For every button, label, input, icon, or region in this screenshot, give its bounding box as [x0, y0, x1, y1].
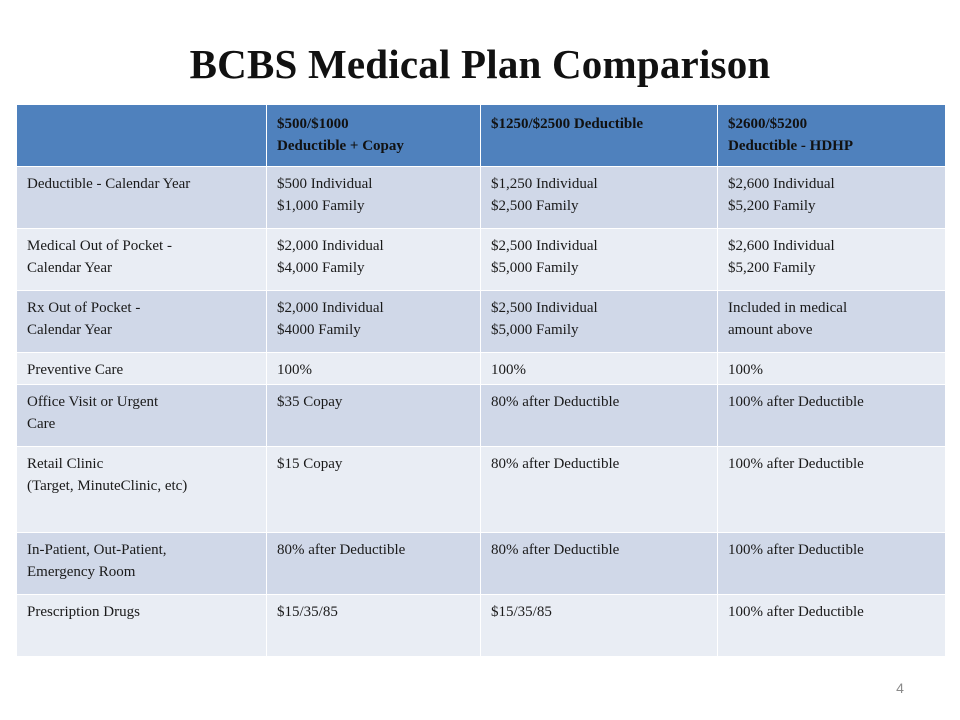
plan-comparison-table: $500/$1000 Deductible + Copay $1250/$250…	[16, 104, 946, 657]
table-cell: $15/35/85	[266, 594, 481, 657]
table-cell: $2,600 Individual $5,200 Family	[717, 228, 946, 291]
table-cell: $1,250 Individual $2,500 Family	[480, 166, 718, 229]
row-label-cell: In-Patient, Out-Patient, Emergency Room	[16, 532, 267, 595]
table-cell: $2,500 Individual $5,000 Family	[480, 228, 718, 291]
header-cell-plan-2600: $2600/$5200 Deductible - HDHP	[717, 104, 946, 167]
table-cell: $500 Individual $1,000 Family	[266, 166, 481, 229]
page-number: 4	[896, 680, 904, 696]
table-cell: 80% after Deductible	[480, 532, 718, 595]
table-row: Office Visit or Urgent Care $35 Copay 80%…	[16, 384, 946, 447]
header-cell-blank	[16, 104, 267, 167]
table-cell: 100%	[480, 352, 718, 385]
row-label-cell: Rx Out of Pocket - Calendar Year	[16, 290, 267, 353]
table-cell: 80% after Deductible	[480, 384, 718, 447]
table-cell: $2,600 Individual $5,200 Family	[717, 166, 946, 229]
table-header-row: $500/$1000 Deductible + Copay $1250/$250…	[16, 104, 946, 167]
row-label-cell: Retail Clinic (Target, MinuteClinic, etc)	[16, 446, 267, 533]
header-cell-plan-500: $500/$1000 Deductible + Copay	[266, 104, 481, 167]
row-label-cell: Preventive Care	[16, 352, 267, 385]
row-label-cell: Office Visit or Urgent Care	[16, 384, 267, 447]
row-label-cell: Medical Out of Pocket - Calendar Year	[16, 228, 267, 291]
table-row: Rx Out of Pocket - Calendar Year $2,000 I…	[16, 290, 946, 353]
table-cell: 80% after Deductible	[480, 446, 718, 533]
table-row: Preventive Care 100% 100% 100%	[16, 352, 946, 385]
row-label-cell: Deductible - Calendar Year	[16, 166, 267, 229]
table-cell: $2,000 Individual $4000 Family	[266, 290, 481, 353]
table-cell: $2,000 Individual $4,000 Family	[266, 228, 481, 291]
table-cell: 100% after Deductible	[717, 446, 946, 533]
slide-title: BCBS Medical Plan Comparison	[189, 41, 771, 87]
table-row: Retail Clinic (Target, MinuteClinic, etc)…	[16, 446, 946, 533]
table-row: Prescription Drugs $15/35/85 $15/35/85 1…	[16, 594, 946, 657]
table-cell: $15 Copay	[266, 446, 481, 533]
table-cell: 100%	[266, 352, 481, 385]
table-row: Medical Out of Pocket - Calendar Year $2,…	[16, 228, 946, 291]
table-cell: 100% after Deductible	[717, 594, 946, 657]
table-cell: 100% after Deductible	[717, 532, 946, 595]
table-cell: 100%	[717, 352, 946, 385]
table-row: Deductible - Calendar Year $500 Individu…	[16, 166, 946, 229]
table-cell: $2,500 Individual $5,000 Family	[480, 290, 718, 353]
table-cell: 80% after Deductible	[266, 532, 481, 595]
header-cell-plan-1250: $1250/$2500 Deductible	[480, 104, 718, 167]
table-cell: $15/35/85	[480, 594, 718, 657]
row-label-cell: Prescription Drugs	[16, 594, 267, 657]
table-cell: Included in medical amount above	[717, 290, 946, 353]
table-cell: 100% after Deductible	[717, 384, 946, 447]
table-cell: $35 Copay	[266, 384, 481, 447]
table-row: In-Patient, Out-Patient, Emergency Room 8…	[16, 532, 946, 595]
